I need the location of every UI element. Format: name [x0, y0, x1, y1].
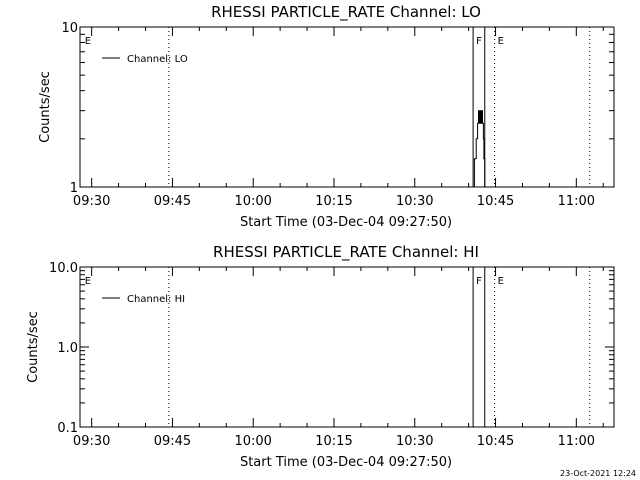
x-tick-label: 10:45: [477, 194, 514, 209]
x-tick-label: 10:15: [315, 434, 352, 449]
lo-channel-panel: RHESSI PARTICLE_RATE Channel: LO Counts/…: [38, 3, 615, 230]
y-tick-label: 10.0: [49, 261, 78, 276]
legend-entry: Channel: HI: [127, 294, 185, 305]
event-marker-label: E: [85, 36, 91, 47]
event-marker-label: E: [498, 36, 504, 47]
x-tick-label: 10:30: [396, 434, 433, 449]
x-axis-label: Start Time (03-Dec-04 09:27:50): [240, 455, 452, 470]
y-tick-label: 1.0: [57, 341, 78, 356]
x-tick-label: 10:45: [477, 434, 514, 449]
event-marker-label: E: [85, 276, 91, 287]
x-tick-label: 11:00: [558, 194, 595, 209]
y-axis-label: Counts/sec: [26, 311, 41, 383]
event-marker-label: F: [476, 276, 482, 287]
x-axis-label: Start Time (03-Dec-04 09:27:50): [240, 215, 452, 230]
x-tick-label: 09:45: [154, 434, 191, 449]
footer-timestamp: 23-Oct-2021 12:24: [560, 469, 636, 478]
event-marker-label: E: [498, 276, 504, 287]
plot-frame: [79, 26, 615, 188]
series-line: [473, 110, 486, 188]
x-tick-label: 10:00: [234, 434, 271, 449]
x-tick-label: 09:30: [73, 434, 110, 449]
x-tick-label: 09:30: [73, 194, 110, 209]
event-marker-label: F: [476, 36, 482, 47]
x-tick-label: 11:00: [558, 434, 595, 449]
x-tick-label: 10:15: [315, 194, 352, 209]
legend-entry: Channel: LO: [127, 54, 188, 65]
y-tick-label: 0.1: [57, 421, 78, 436]
chart-title: RHESSI PARTICLE_RATE Channel: LO: [211, 3, 481, 22]
y-axis-label: Counts/sec: [38, 71, 53, 143]
y-tick-label: 10: [61, 21, 78, 36]
x-tick-label: 10:00: [234, 194, 271, 209]
chart-title: RHESSI PARTICLE_RATE Channel: HI: [213, 243, 479, 262]
x-tick-label: 09:45: [154, 194, 191, 209]
x-tick-label: 10:30: [396, 194, 433, 209]
y-tick-label: 1: [70, 181, 78, 196]
hi-channel-panel: RHESSI PARTICLE_RATE Channel: HI Counts/…: [26, 243, 615, 470]
